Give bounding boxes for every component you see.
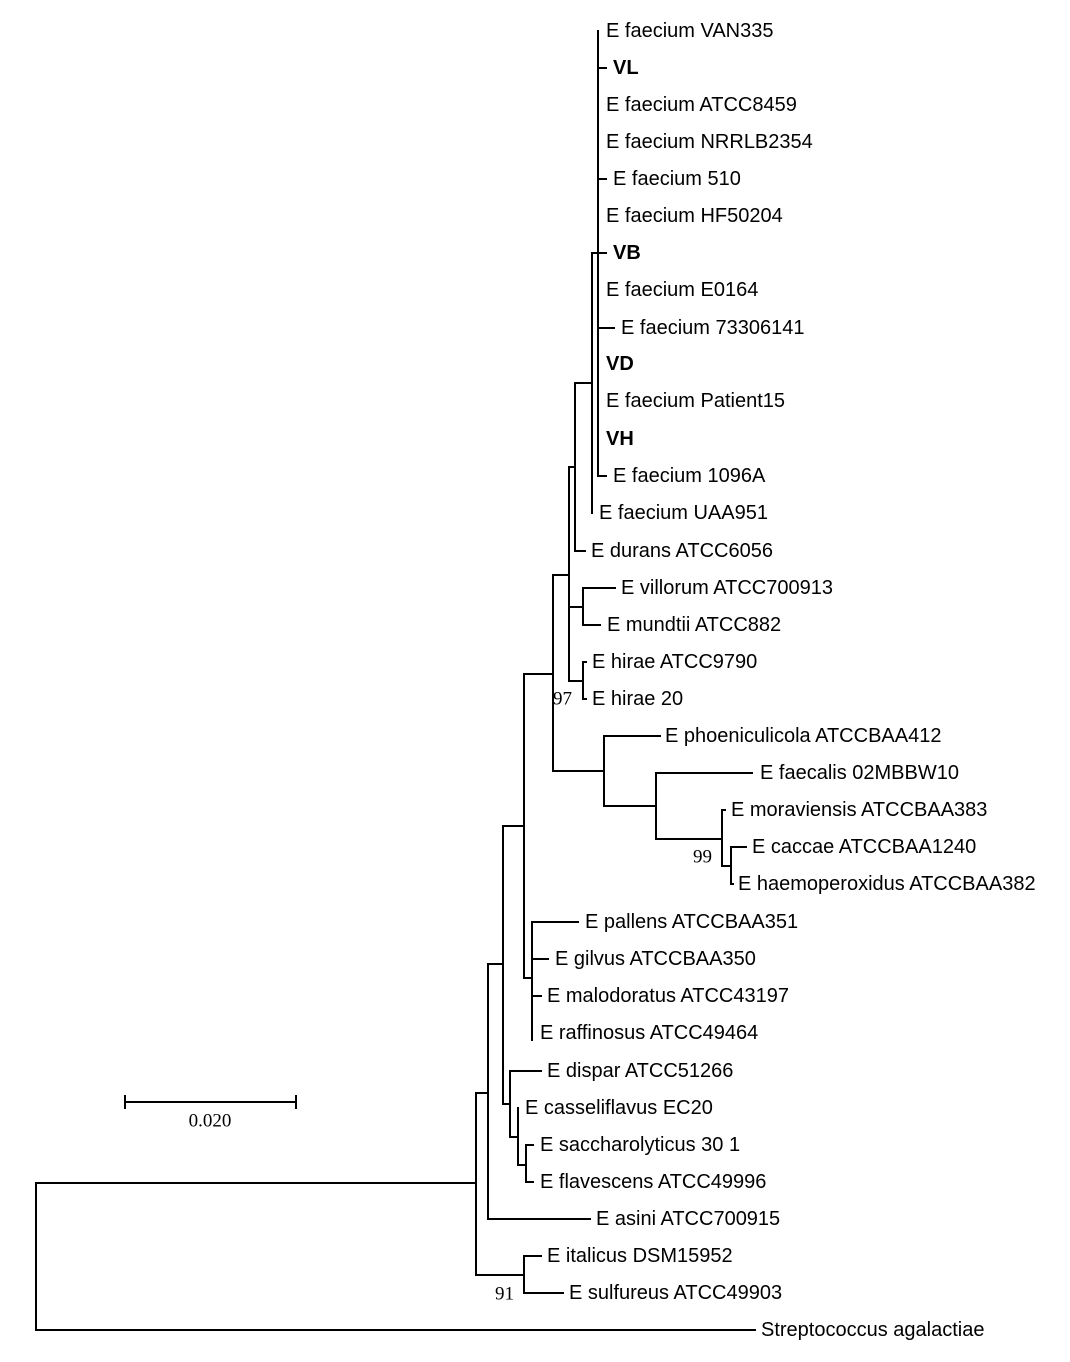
leaf-label: E asini ATCC700915 xyxy=(596,1208,780,1230)
leaf-label: VL xyxy=(613,57,639,79)
leaf-label: E villorum ATCC700913 xyxy=(621,577,833,599)
leaf-label: E hirae 20 xyxy=(592,688,683,710)
leaf-label: Streptococcus agalactiae xyxy=(761,1319,984,1341)
leaf-label: E faecium 73306141 xyxy=(621,317,804,339)
leaf-label: E faecium 1096A xyxy=(613,465,766,487)
leaf-label: E faecium HF50204 xyxy=(606,205,783,227)
leaf-label: VB xyxy=(613,242,641,264)
leaf-label: E faecium VAN335 xyxy=(606,20,774,42)
leaf-label: E faecium ATCC8459 xyxy=(606,94,797,116)
leaf-label: E durans ATCC6056 xyxy=(591,540,773,562)
bootstrap-value: 91 xyxy=(495,1284,514,1305)
bootstrap-value: 97 xyxy=(553,689,572,710)
leaf-label: E moraviensis ATCCBAA383 xyxy=(731,799,987,821)
scale-bar-label: 0.020 xyxy=(189,1111,232,1132)
leaf-label: E faecium 510 xyxy=(613,168,741,190)
leaf-label: E hirae ATCC9790 xyxy=(592,651,757,673)
leaf-label: E dispar ATCC51266 xyxy=(547,1060,733,1082)
leaf-label: E caccae ATCCBAA1240 xyxy=(752,836,976,858)
leaf-label: E gilvus ATCCBAA350 xyxy=(555,948,756,970)
leaf-label: E saccharolyticus 30 1 xyxy=(540,1134,740,1156)
leaf-label: E faecium E0164 xyxy=(606,279,758,301)
leaf-label: E faecium UAA951 xyxy=(599,502,768,524)
leaf-label: E phoeniculicola ATCCBAA412 xyxy=(665,725,941,747)
leaf-label: E italicus DSM15952 xyxy=(547,1245,733,1267)
leaf-label: E faecium NRRLB2354 xyxy=(606,131,813,153)
leaf-label: VD xyxy=(606,353,634,375)
leaf-label: E casseliflavus EC20 xyxy=(525,1097,713,1119)
leaf-label: E faecalis 02MBBW10 xyxy=(760,762,959,784)
leaf-label: E faecium Patient15 xyxy=(606,390,785,412)
bootstrap-value: 99 xyxy=(693,847,712,868)
leaf-label: E mundtii ATCC882 xyxy=(607,614,781,636)
leaf-label: VH xyxy=(606,428,634,450)
leaf-label: E malodoratus ATCC43197 xyxy=(547,985,789,1007)
leaf-label: E sulfureus ATCC49903 xyxy=(569,1282,782,1304)
leaf-label: E raffinosus ATCC49464 xyxy=(540,1022,758,1044)
leaf-label: E flavescens ATCC49996 xyxy=(540,1171,766,1193)
leaf-label: E haemoperoxidus ATCCBAA382 xyxy=(738,873,1036,895)
leaf-label: E pallens ATCCBAA351 xyxy=(585,911,798,933)
